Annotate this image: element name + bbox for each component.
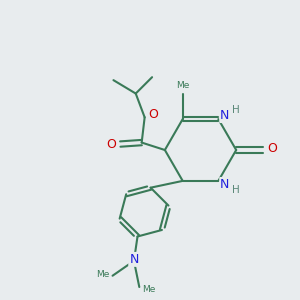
Text: O: O [268, 142, 278, 155]
Text: N: N [220, 178, 230, 191]
Text: N: N [220, 109, 230, 122]
Text: O: O [106, 138, 116, 151]
Text: H: H [232, 185, 240, 195]
Text: N: N [129, 253, 139, 266]
Text: O: O [148, 108, 158, 121]
Text: Me: Me [176, 81, 189, 90]
Text: H: H [232, 105, 240, 115]
Text: Me: Me [142, 285, 155, 294]
Text: Me: Me [96, 270, 110, 279]
